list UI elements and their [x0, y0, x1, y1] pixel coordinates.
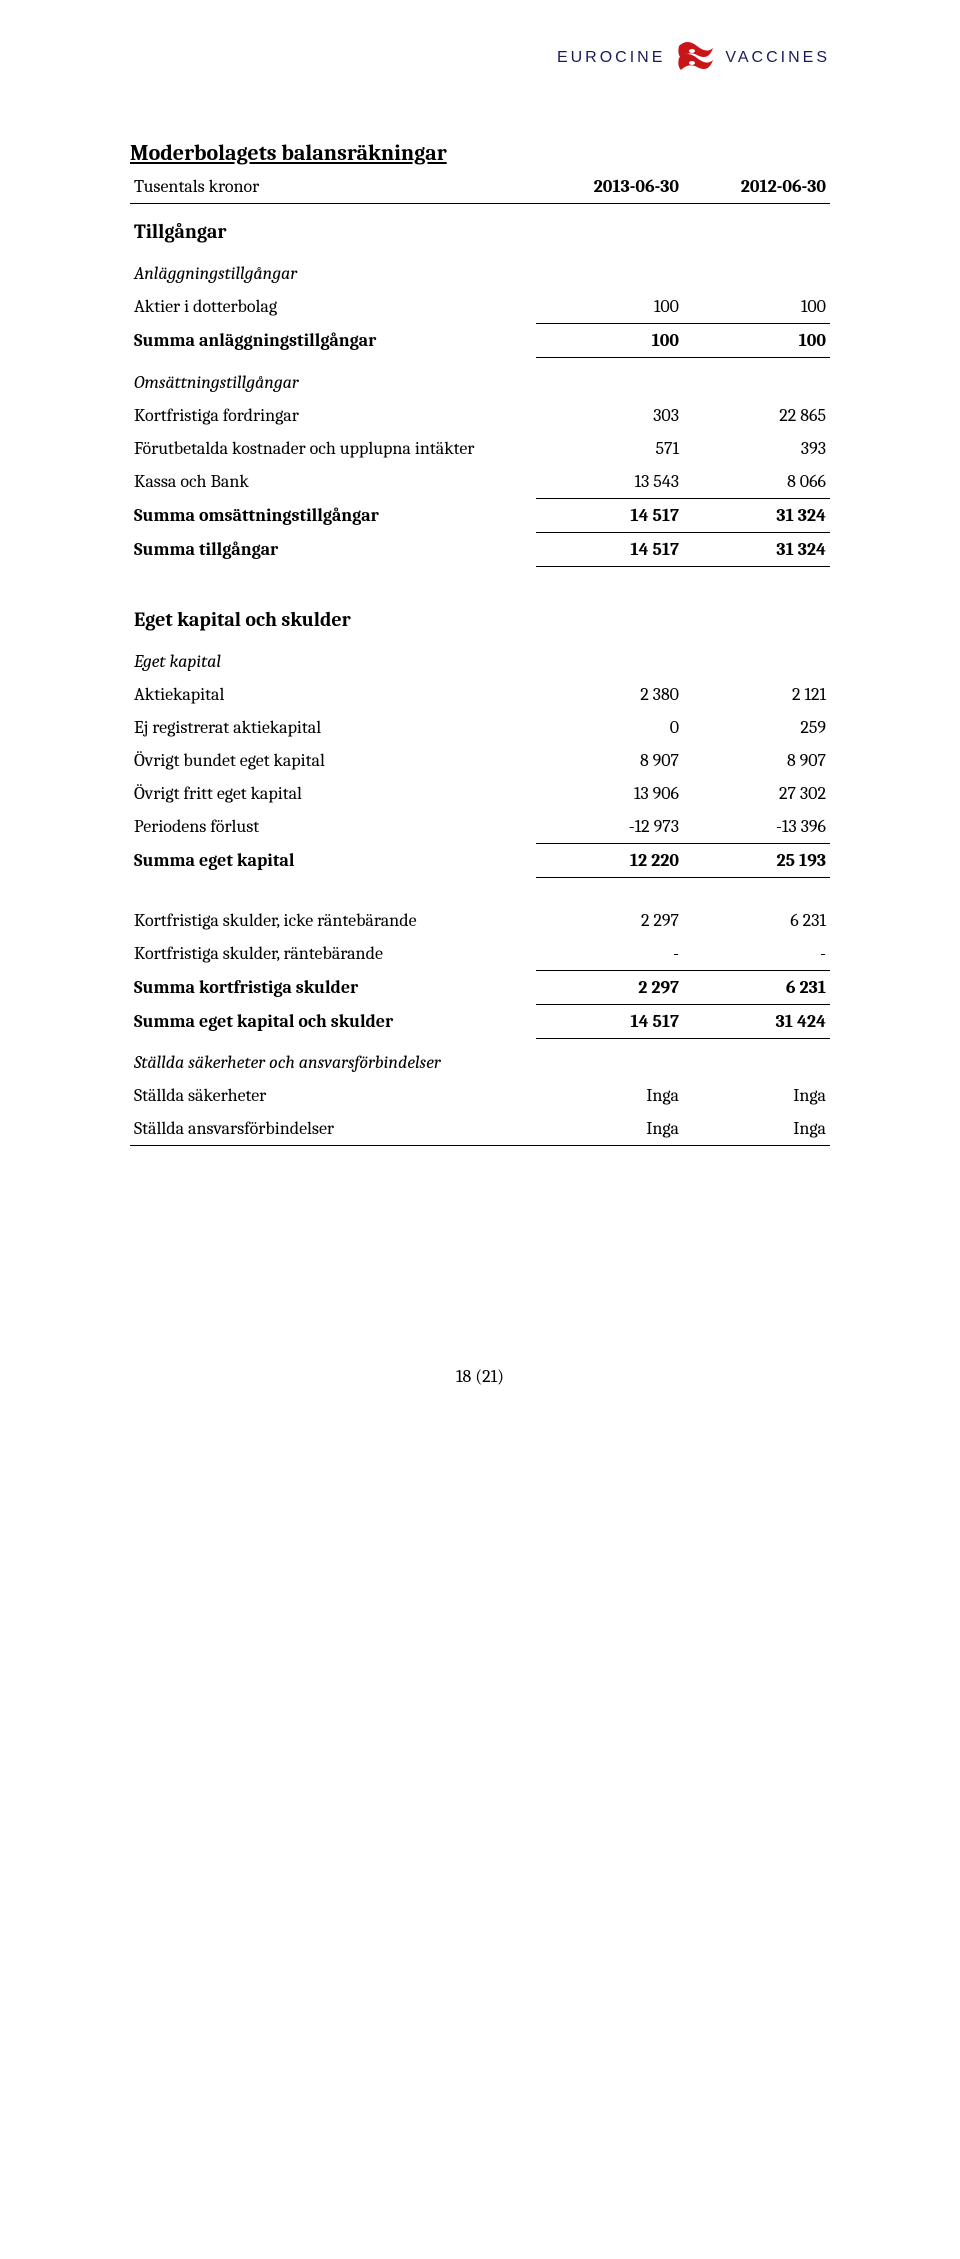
- company-logo: EUROCINE VACCINES: [557, 40, 830, 76]
- row-value: 259: [683, 711, 830, 744]
- sum-row-value: 14 517: [536, 1004, 683, 1038]
- row-label: Aktiekapital: [130, 678, 536, 711]
- sum-row-label: Summa omsättningstillgångar: [130, 498, 536, 532]
- row-label: Övrigt fritt eget kapital: [130, 777, 536, 810]
- sum-row-value: 2 297: [536, 970, 683, 1004]
- row-value: 2 121: [683, 678, 830, 711]
- sum-row-label: Summa kortfristiga skulder: [130, 970, 536, 1004]
- row-value: 571: [536, 432, 683, 465]
- sum-row-value: 100: [683, 324, 830, 358]
- row-value: -13 396: [683, 810, 830, 844]
- row-value: 2 297: [536, 904, 683, 937]
- fixed-assets-subheading: Anläggningstillgångar: [130, 249, 536, 290]
- equity-subheading: Eget kapital: [130, 637, 536, 678]
- assets-heading: Tillgångar: [130, 204, 536, 250]
- row-value: 2 380: [536, 678, 683, 711]
- row-label: Ställda säkerheter: [130, 1079, 536, 1112]
- row-value: 22 865: [683, 399, 830, 432]
- row-value: 100: [536, 290, 683, 324]
- row-value: 393: [683, 432, 830, 465]
- row-label: Kortfristiga skulder, räntebärande: [130, 937, 536, 971]
- logo-text-left: EUROCINE: [557, 49, 665, 67]
- sum-row-value: 31 424: [683, 1004, 830, 1038]
- row-label: Övrigt bundet eget kapital: [130, 744, 536, 777]
- row-value: -12 973: [536, 810, 683, 844]
- balance-sheet-table: Tusentals kronor 2013-06-30 2012-06-30 T…: [130, 170, 830, 1146]
- header-label: Tusentals kronor: [130, 170, 536, 204]
- row-label: Aktier i dotterbolag: [130, 290, 536, 324]
- row-value: 13 906: [536, 777, 683, 810]
- logo-icon: [673, 40, 717, 76]
- logo-text-right: VACCINES: [725, 49, 830, 67]
- sum-row-label: Summa eget kapital: [130, 844, 536, 878]
- sum-row-value: 100: [536, 324, 683, 358]
- sum-row-value: 31 324: [683, 498, 830, 532]
- row-label: Kortfristiga skulder, icke räntebärande: [130, 904, 536, 937]
- page-title: Moderbolagets balansräkningar: [130, 140, 830, 166]
- sum-row-value: 25 193: [683, 844, 830, 878]
- row-value: 8 907: [536, 744, 683, 777]
- row-value: 8 907: [683, 744, 830, 777]
- row-label: Periodens förlust: [130, 810, 536, 844]
- row-value: Inga: [683, 1112, 830, 1146]
- sum-row-value: 14 517: [536, 498, 683, 532]
- row-value: 8 066: [683, 465, 830, 499]
- page-number: 18 (21): [130, 1366, 830, 1387]
- sum-row-value: 6 231: [683, 970, 830, 1004]
- row-label: Ställda ansvarsförbindelser: [130, 1112, 536, 1146]
- row-value: 0: [536, 711, 683, 744]
- header-col1: 2013-06-30: [536, 170, 683, 204]
- sum-row-value: 12 220: [536, 844, 683, 878]
- header-col2: 2012-06-30: [683, 170, 830, 204]
- row-value: 100: [683, 290, 830, 324]
- current-assets-subheading: Omsättningstillgångar: [130, 358, 536, 399]
- sum-row-label: Summa eget kapital och skulder: [130, 1004, 536, 1038]
- row-value: 27 302: [683, 777, 830, 810]
- row-value: Inga: [536, 1079, 683, 1112]
- row-value: 6 231: [683, 904, 830, 937]
- equity-heading: Eget kapital och skulder: [130, 592, 536, 637]
- row-label: Kortfristiga fordringar: [130, 399, 536, 432]
- row-value: Inga: [683, 1079, 830, 1112]
- row-value: -: [536, 937, 683, 971]
- row-label: Kassa och Bank: [130, 465, 536, 499]
- row-label: Ej registrerat aktiekapital: [130, 711, 536, 744]
- sum-row-label: Summa tillgångar: [130, 532, 536, 566]
- sum-row-label: Summa anläggningstillgångar: [130, 324, 536, 358]
- row-value: -: [683, 937, 830, 971]
- row-value: Inga: [536, 1112, 683, 1146]
- row-value: 13 543: [536, 465, 683, 499]
- row-label: Förutbetalda kostnader och upplupna intä…: [130, 432, 536, 465]
- sum-row-value: 31 324: [683, 532, 830, 566]
- pledged-heading: Ställda säkerheter och ansvarsförbindels…: [130, 1038, 536, 1079]
- row-value: 303: [536, 399, 683, 432]
- sum-row-value: 14 517: [536, 532, 683, 566]
